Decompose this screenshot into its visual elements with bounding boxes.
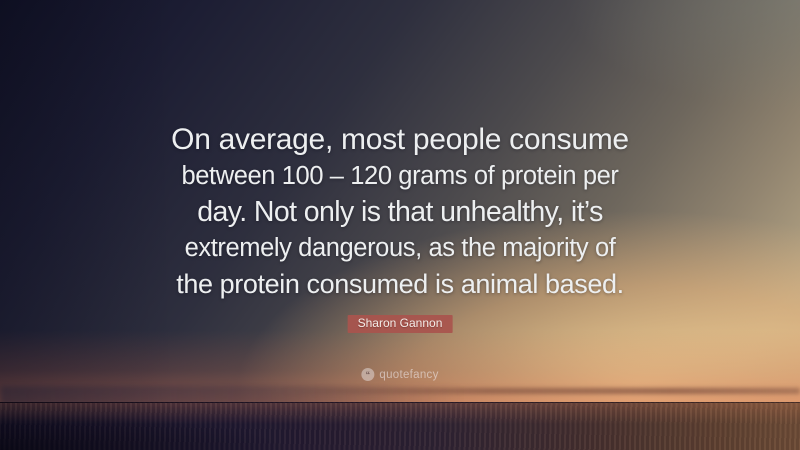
sunset-sky-background	[0, 0, 800, 403]
quote-text-block: On average, most people consume between …	[0, 122, 800, 302]
quote-line-3: day. Not only is that unhealthy, it’s	[197, 196, 603, 228]
author-badge: Sharon Gannon	[347, 315, 453, 333]
quotefancy-watermark: “ quotefancy	[361, 368, 438, 381]
quote-line-1: On average, most people consume	[171, 123, 629, 156]
quote-line-2: between 100 – 120 grams of protein per	[181, 162, 619, 190]
horizon-cloud-band	[280, 388, 800, 394]
watermark-brand-label: quotefancy	[379, 368, 439, 381]
quote-marks-icon: “	[361, 368, 375, 381]
sea-background	[0, 402, 800, 450]
quote-line-5: the protein consumed is animal based.	[176, 269, 624, 299]
quote-line-4: extremely dangerous, as the majority of	[184, 234, 616, 262]
author-name: Sharon Gannon	[357, 316, 443, 330]
horizon-haze	[0, 386, 464, 406]
